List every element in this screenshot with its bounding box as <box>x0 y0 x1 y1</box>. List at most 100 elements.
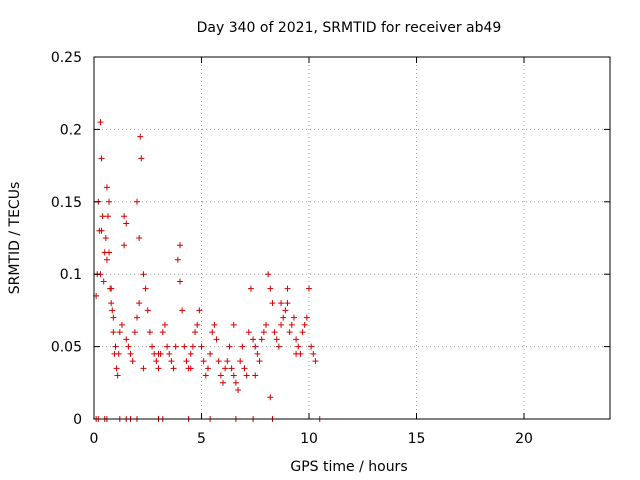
data-point <box>202 372 209 379</box>
data-point <box>116 329 123 336</box>
data-point <box>284 300 291 307</box>
data-point <box>254 350 261 357</box>
data-point <box>207 350 214 357</box>
data-point <box>308 343 315 350</box>
data-point <box>260 329 267 336</box>
data-point <box>245 329 252 336</box>
data-point <box>121 242 128 249</box>
data-point <box>237 358 244 365</box>
data-point <box>217 372 224 379</box>
data-point <box>256 358 263 365</box>
data-point <box>134 314 140 321</box>
data-point <box>166 350 173 357</box>
data-point <box>127 350 134 357</box>
data-point <box>282 307 289 314</box>
data-point <box>97 119 104 126</box>
data-point <box>161 321 168 328</box>
data-point <box>129 358 136 365</box>
data-point <box>187 365 194 372</box>
data-point <box>213 336 220 343</box>
data-point <box>275 343 282 350</box>
x-tick-label: 15 <box>408 431 426 447</box>
data-point <box>280 314 287 321</box>
data-point <box>215 358 222 365</box>
data-point <box>301 321 308 328</box>
x-tick-label: 0 <box>90 431 99 447</box>
data-point <box>106 198 113 205</box>
data-point <box>177 242 183 249</box>
data-point <box>164 343 171 350</box>
data-point <box>149 343 156 350</box>
data-point <box>269 300 276 307</box>
y-tick-label: 0 <box>73 412 82 428</box>
data-point <box>159 329 166 336</box>
y-tick-label: 0.2 <box>60 122 82 138</box>
data-point <box>110 314 117 321</box>
data-point <box>258 336 265 343</box>
data-point <box>235 387 242 394</box>
data-point <box>241 365 248 372</box>
chart-title: Day 340 of 2021, SRMTID for receiver ab4… <box>197 20 502 36</box>
tick-labels: 0 0.05 0.1 0.15 0.2 0.25 0 5 10 15 20 <box>51 50 533 447</box>
data-point <box>239 343 246 350</box>
data-point <box>250 336 257 343</box>
data-point <box>196 307 203 314</box>
data-point <box>108 285 115 292</box>
data-point <box>123 336 130 343</box>
data-point <box>303 314 310 321</box>
data-point <box>109 307 116 314</box>
data-point <box>263 321 269 328</box>
data-point <box>142 285 149 292</box>
y-tick-label: 0.25 <box>51 50 82 66</box>
data-point <box>222 365 229 372</box>
data-point <box>286 329 293 336</box>
data-point <box>136 235 143 241</box>
data-point <box>177 278 183 285</box>
data-point <box>146 329 153 336</box>
data-point <box>103 184 110 191</box>
data-point <box>310 350 317 357</box>
data-point <box>198 343 205 350</box>
data-point <box>168 358 175 365</box>
data-point <box>155 350 162 357</box>
data-point <box>187 350 194 357</box>
data-point <box>140 271 147 278</box>
data-point <box>247 285 254 292</box>
data-point <box>98 155 105 162</box>
data-point <box>114 372 121 379</box>
data-point <box>123 220 130 227</box>
data-point <box>174 256 181 263</box>
data-point <box>183 358 190 365</box>
data-point <box>312 358 319 365</box>
axis-ticks <box>93 56 610 420</box>
data-point <box>243 372 250 379</box>
data-point <box>144 307 151 314</box>
data-point <box>204 365 211 372</box>
y-tick-label: 0.1 <box>60 267 82 283</box>
data-point <box>170 365 177 372</box>
y-axis-label: SRMTID / TECUs <box>7 182 23 295</box>
data-point <box>230 372 237 379</box>
data-point <box>106 249 113 256</box>
plot-frame <box>93 56 611 420</box>
x-axis-label: GPS time / hours <box>290 459 407 475</box>
data-point <box>153 358 160 365</box>
data-point <box>299 329 306 336</box>
data-point <box>265 271 272 278</box>
data-point <box>284 285 291 292</box>
data-point <box>267 394 274 401</box>
data-point <box>112 343 119 350</box>
data-points <box>93 119 323 422</box>
y-tick-label: 0.15 <box>51 195 82 211</box>
data-point <box>252 343 259 350</box>
data-point <box>306 285 312 292</box>
data-point <box>138 155 145 162</box>
data-point <box>155 365 162 372</box>
data-point <box>273 336 280 343</box>
data-point <box>224 358 231 365</box>
data-point <box>137 133 144 140</box>
data-point <box>295 343 302 350</box>
data-point <box>104 213 111 220</box>
data-point <box>211 321 218 328</box>
